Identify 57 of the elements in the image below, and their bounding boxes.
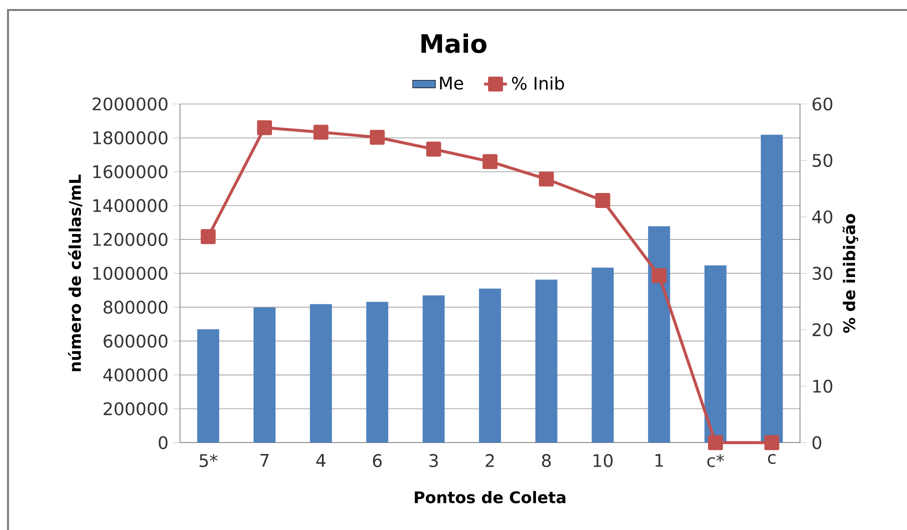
- chart-title: Maio: [421, 34, 486, 54]
- y-tick-label: 0: [158, 436, 168, 450]
- y2-axis-title: % de inibição: [842, 214, 858, 333]
- bar: [479, 288, 501, 443]
- x-tick-label: 2: [486, 454, 494, 467]
- point: [200, 229, 216, 244]
- point: [708, 435, 723, 450]
- y2-tick-label: 30: [812, 266, 832, 280]
- y-tick-label: 800000: [104, 300, 168, 314]
- y-tick-label: 1600000: [93, 165, 168, 178]
- y-tick-label: 1000000: [93, 266, 168, 280]
- x-axis-title: Pontos de Coleta: [414, 490, 566, 504]
- point: [652, 268, 667, 284]
- x-tick-label: c*: [707, 454, 724, 468]
- y-tick-label: 400000: [103, 368, 168, 382]
- bar: [254, 308, 276, 443]
- y2-tick-label: 20: [812, 323, 832, 336]
- y2-tick-label: 10: [813, 380, 832, 393]
- y-tick-label: 600000: [104, 334, 168, 348]
- y-tick-label: 200000: [104, 402, 168, 416]
- bar: [197, 329, 220, 443]
- point: [482, 154, 498, 170]
- y-tick-label: 2000000: [92, 97, 168, 111]
- y2-tick-label: 60: [812, 97, 832, 111]
- y-tick-label: 1400000: [93, 199, 168, 212]
- x-tick-label: 3: [429, 454, 438, 468]
- bar: [366, 302, 388, 443]
- point: [426, 142, 442, 157]
- legend-label: % Inib: [512, 76, 564, 90]
- bar: [648, 226, 670, 443]
- y2-tick-label: 0: [812, 436, 822, 450]
- bar: [760, 134, 783, 443]
- y-tick-label: 1800000: [93, 131, 168, 144]
- y-tick-label: 1200000: [93, 232, 168, 246]
- point: [538, 172, 554, 187]
- point: [370, 130, 385, 145]
- y2-tick-label: 40: [812, 210, 832, 224]
- point: [257, 120, 272, 136]
- bar: [704, 265, 726, 443]
- x-tick-label: 8: [542, 454, 551, 468]
- y-axis-title: número de células/mL: [68, 174, 82, 372]
- legend-label: Me: [440, 76, 464, 90]
- x-tick-label: 10: [594, 454, 613, 468]
- point: [764, 435, 780, 450]
- bar: [592, 268, 614, 443]
- point: [313, 124, 328, 140]
- x-tick-label: 1: [655, 454, 664, 467]
- bar: [310, 304, 332, 443]
- point: [595, 193, 610, 208]
- bar: [422, 295, 445, 443]
- x-tick-label: 6: [372, 454, 382, 468]
- y2-tick-label: 50: [812, 154, 832, 167]
- x-tick-label: 7: [260, 454, 269, 467]
- x-tick-label: 4: [316, 454, 326, 467]
- bar: [535, 280, 558, 443]
- x-tick-label: 5*: [200, 454, 218, 468]
- x-tick-label: c: [768, 454, 776, 464]
